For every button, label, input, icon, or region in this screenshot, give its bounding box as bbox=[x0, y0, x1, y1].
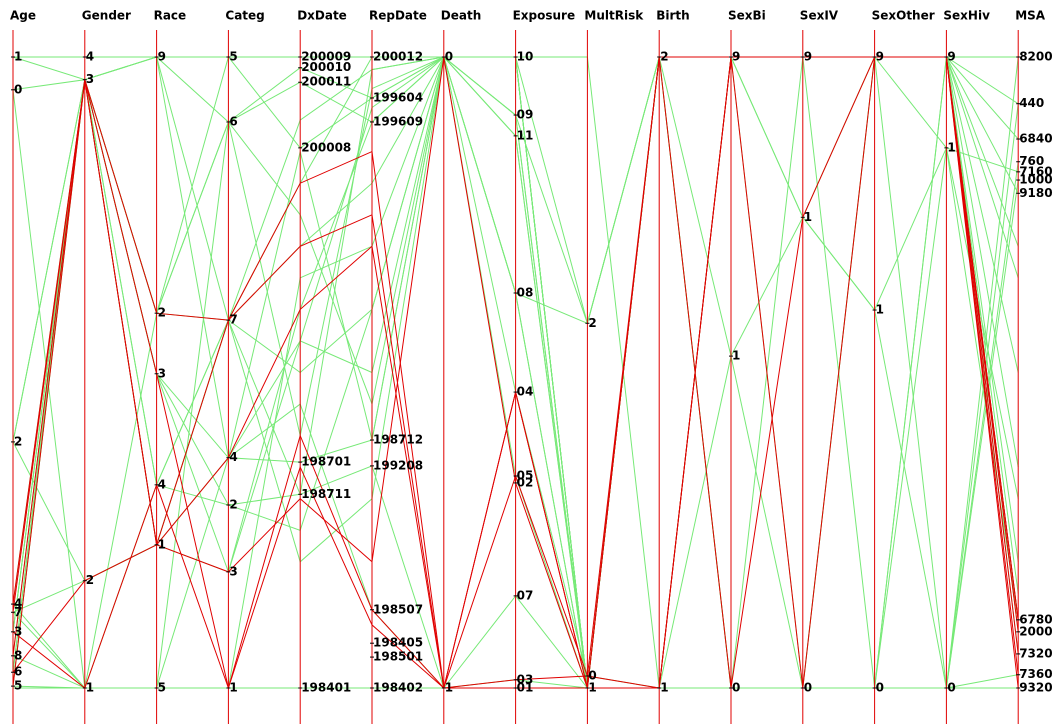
tick-label: 0 bbox=[588, 669, 596, 683]
tick-label: 4 bbox=[86, 50, 94, 64]
tick-label: 2 bbox=[158, 306, 166, 320]
tick-label: 0 bbox=[732, 681, 740, 695]
tick-label: 2 bbox=[229, 498, 237, 512]
axis-name: Race bbox=[154, 9, 187, 23]
tick-label: 4 bbox=[158, 477, 166, 491]
tick-label: 5 bbox=[14, 679, 22, 693]
tick-label: 2 bbox=[588, 316, 596, 330]
tick-label: 3 bbox=[14, 624, 22, 638]
axis-name: Birth bbox=[656, 9, 689, 23]
tick-label: 01 bbox=[517, 681, 534, 695]
tick-label: 1 bbox=[229, 681, 237, 695]
tick-label: 9180 bbox=[1019, 186, 1052, 200]
tick-label: 1 bbox=[804, 210, 812, 224]
tick-label: 6 bbox=[14, 665, 22, 679]
tick-label: 7 bbox=[229, 313, 237, 327]
tick-label: 7 bbox=[14, 605, 22, 619]
axis-name: Age bbox=[10, 9, 36, 23]
tick-label: 2 bbox=[14, 434, 22, 448]
tick-label: 04 bbox=[517, 385, 534, 399]
tick-label: 7320 bbox=[1019, 646, 1052, 660]
tick-label: 09 bbox=[517, 108, 534, 122]
tick-label: 9 bbox=[947, 50, 955, 64]
tick-label: 200012 bbox=[373, 50, 423, 64]
tick-label: 03 bbox=[517, 672, 534, 686]
tick-label: 8 bbox=[14, 648, 22, 662]
axis-name: SexIV bbox=[800, 9, 839, 23]
tick-label: 5 bbox=[158, 681, 166, 695]
tick-label: 7360 bbox=[1019, 667, 1052, 681]
tick-label: 6840 bbox=[1019, 132, 1052, 146]
tick-label: 198712 bbox=[373, 433, 423, 447]
tick-label: 2000 bbox=[1019, 624, 1052, 638]
tick-label: 10 bbox=[517, 50, 534, 64]
tick-label: 02 bbox=[517, 475, 534, 489]
axis-name: SexOther bbox=[872, 9, 935, 23]
tick-label: 1 bbox=[947, 140, 955, 154]
tick-label: 1000 bbox=[1019, 173, 1052, 187]
tick-label: 1 bbox=[86, 681, 94, 695]
tick-label: 08 bbox=[517, 285, 534, 299]
tick-label: 3 bbox=[229, 564, 237, 578]
tick-label: 0 bbox=[876, 681, 884, 695]
tick-label: 0 bbox=[804, 681, 812, 695]
tick-label: 3 bbox=[86, 72, 94, 86]
tick-label: 4 bbox=[14, 597, 22, 611]
axis-name: Categ bbox=[225, 9, 264, 23]
tick-label: 1 bbox=[14, 50, 22, 64]
tick-label: 0 bbox=[947, 681, 955, 695]
axis-name: SexBi bbox=[728, 9, 766, 23]
tick-label: 198701 bbox=[301, 455, 351, 469]
axis-name: Gender bbox=[82, 9, 131, 23]
tick-label: 7160 bbox=[1019, 164, 1052, 178]
tick-label: 05 bbox=[517, 468, 534, 482]
tick-label: 198401 bbox=[301, 681, 351, 695]
tick-label: 9 bbox=[804, 50, 812, 64]
tick-label: 198711 bbox=[301, 487, 351, 501]
tick-label: 198405 bbox=[373, 636, 423, 650]
tick-label: 3 bbox=[158, 366, 166, 380]
axis-name: SexHiv bbox=[943, 9, 990, 23]
tick-label: 9 bbox=[876, 50, 884, 64]
tick-label: 440 bbox=[1019, 96, 1044, 110]
tick-label: 199609 bbox=[373, 114, 423, 128]
tick-label: 1 bbox=[732, 349, 740, 363]
tick-label: 0 bbox=[14, 82, 22, 96]
tick-label: 200009 bbox=[301, 50, 351, 64]
tick-label: 2 bbox=[86, 573, 94, 587]
tick-label: 8200 bbox=[1019, 50, 1052, 64]
axis-name: RepDate bbox=[369, 9, 427, 23]
tick-label: 9 bbox=[732, 50, 740, 64]
tick-label: 1 bbox=[445, 681, 453, 695]
tick-label: 07 bbox=[517, 588, 534, 602]
tick-label: 1 bbox=[588, 681, 596, 695]
tick-label: 198402 bbox=[373, 681, 423, 695]
tick-label: 0 bbox=[445, 50, 453, 64]
tick-label: 6 bbox=[229, 114, 237, 128]
axis-name: MultRisk bbox=[584, 9, 644, 23]
axis-name: Death bbox=[441, 9, 481, 23]
tick-label: 9 bbox=[158, 50, 166, 64]
axis-name: Exposure bbox=[513, 9, 576, 23]
tick-label: 6780 bbox=[1019, 612, 1052, 626]
axis-name: DxDate bbox=[297, 9, 347, 23]
tick-label: 200011 bbox=[301, 75, 351, 89]
tick-label: 200010 bbox=[301, 60, 351, 74]
tick-label: 200008 bbox=[301, 140, 351, 154]
tick-label: 760 bbox=[1019, 154, 1044, 168]
axis-name: MSA bbox=[1015, 9, 1046, 23]
tick-label: 5 bbox=[229, 50, 237, 64]
tick-label: 11 bbox=[517, 128, 534, 142]
tick-label: 1 bbox=[876, 303, 884, 317]
tick-label: 9320 bbox=[1019, 681, 1052, 695]
tick-label: 199208 bbox=[373, 458, 423, 472]
tick-label: 1 bbox=[660, 681, 668, 695]
tick-label: 199604 bbox=[373, 91, 423, 105]
tick-label: 198507 bbox=[373, 602, 423, 616]
tick-label: 198501 bbox=[373, 650, 423, 664]
tick-label: 4 bbox=[229, 450, 237, 464]
tick-label: 1 bbox=[158, 537, 166, 551]
tick-label: 2 bbox=[660, 50, 668, 64]
